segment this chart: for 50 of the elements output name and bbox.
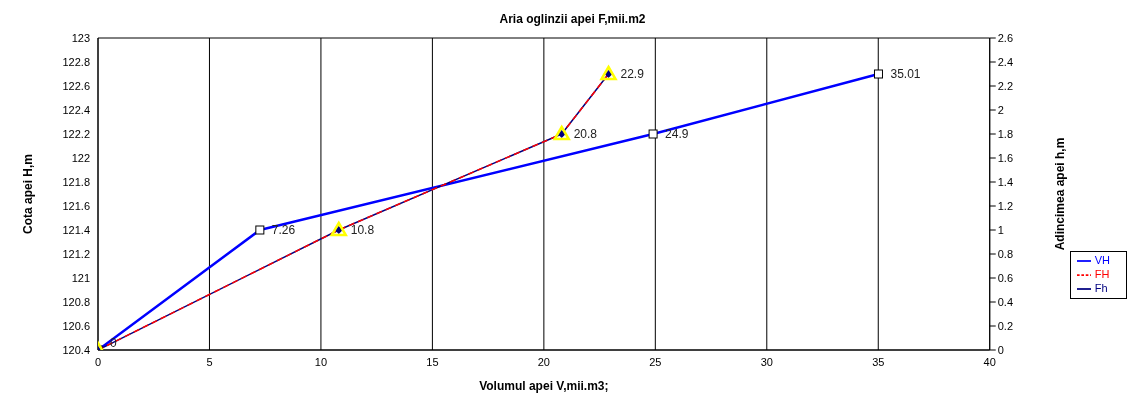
y2-tick-label: 1.6 [997, 151, 1014, 164]
y2-tick-label: 0.4 [997, 295, 1014, 308]
y2-tick-label: 2.4 [997, 55, 1014, 68]
x-tick-label: 10 [314, 355, 328, 368]
x-tick-label: 25 [649, 355, 662, 368]
y2-tick-label: 2.6 [997, 31, 1014, 44]
y-tick-label: 121.6 [62, 199, 90, 212]
x-axis-title: Volumul apei V,mii.m3; [479, 379, 609, 393]
y-tick-label: 121.8 [62, 175, 90, 188]
y2-tick-label: 1 [997, 223, 1004, 236]
y-tick-label: 122.2 [62, 127, 90, 140]
annotation: 20.8 [573, 127, 598, 141]
x-tick-label: 15 [426, 355, 439, 368]
x-tick-label: 40 [983, 355, 996, 368]
legend-label: FH [1094, 267, 1110, 280]
y2-tick-label: 1.2 [997, 199, 1014, 212]
y2-tick-label: 0.6 [997, 271, 1014, 284]
y-tick-label: 122.8 [62, 55, 90, 68]
y-tick-label: 120.8 [62, 295, 90, 308]
x-tick-label: 20 [537, 355, 550, 368]
chart-title: Aria oglinzii apei F,mii.m2 [498, 11, 647, 28]
annotation: 24.9 [665, 127, 689, 141]
annotation: 10.8 [350, 223, 375, 237]
x-tick-label: 5 [206, 355, 213, 368]
y-axis-title: Cota apei H,m [21, 153, 36, 235]
y-tick-label: 122 [71, 151, 90, 164]
y2-tick-label: 1.8 [997, 127, 1014, 140]
y-tick-label: 120.4 [62, 343, 90, 356]
y2-tick-label: 0.8 [997, 247, 1014, 260]
y-tick-label: 121.4 [62, 223, 90, 236]
y2-tick-label: 2 [997, 103, 1004, 116]
x-tick-label: 30 [760, 355, 773, 368]
y-tick-label: 121.2 [62, 247, 90, 260]
y-tick-label: 121 [71, 271, 90, 284]
x-tick-label: 35 [872, 355, 885, 368]
y2-tick-label: 1.4 [997, 175, 1014, 188]
annotation: 35.01 [890, 67, 921, 81]
annotation: 7.26 [271, 223, 296, 237]
y2-axis-title: Adincimea apei h,m [1052, 137, 1067, 251]
legend-label: VH [1094, 253, 1110, 266]
y-tick-label: 123 [71, 31, 90, 44]
y2-tick-label: 0.2 [997, 319, 1014, 332]
y-tick-label: 120.6 [62, 319, 90, 332]
annotation: 22.9 [620, 67, 645, 81]
y2-tick-label: 0 [997, 343, 1004, 356]
y-tick-label: 122.4 [62, 103, 90, 116]
y-tick-label: 122.6 [62, 79, 90, 92]
x-tick-label: 0 [94, 355, 102, 368]
y2-tick-label: 2.2 [997, 79, 1014, 92]
legend-label: Fh [1094, 282, 1108, 295]
